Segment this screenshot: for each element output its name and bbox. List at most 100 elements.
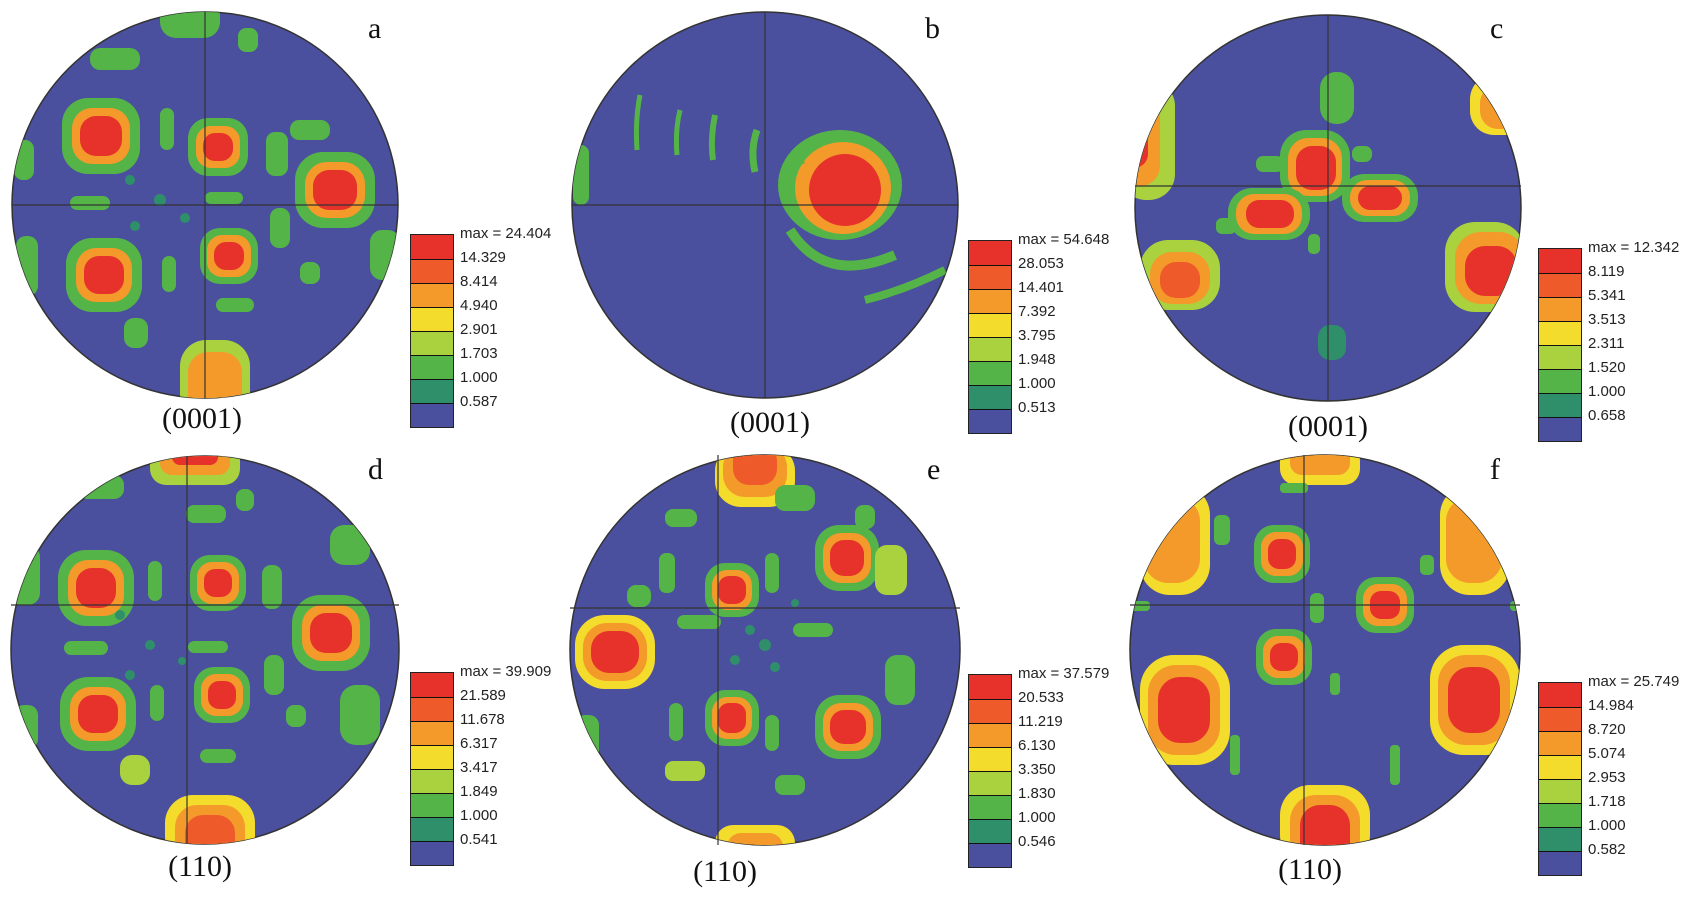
legend-level: 6.317 — [460, 735, 498, 752]
legend-scale — [410, 672, 454, 866]
pole-spot — [778, 130, 902, 240]
pole-figure-d — [10, 455, 400, 845]
legend-level: 14.401 — [1018, 279, 1064, 296]
pole-spot — [295, 152, 375, 228]
pole-spot — [194, 667, 250, 723]
legend-level: 8.414 — [460, 273, 498, 290]
legend-level: 20.533 — [1018, 689, 1064, 706]
legend-level: 11.219 — [1018, 713, 1063, 730]
pole-spot — [62, 98, 140, 174]
pole-figure-a — [11, 11, 399, 399]
legend-level: 6.130 — [1018, 737, 1056, 754]
legend-scale — [968, 674, 1012, 868]
pole-spot — [188, 118, 248, 176]
legend-level: 2.901 — [460, 321, 498, 338]
legend-level: 4.940 — [460, 297, 498, 314]
legend-level: 0.658 — [1588, 407, 1626, 424]
pole-spot — [715, 825, 795, 845]
legend-scale — [410, 234, 454, 428]
pole-spot — [575, 615, 655, 689]
legend-max: max = 24.404 — [460, 225, 552, 242]
panel-letter: e — [927, 453, 941, 486]
pole-spot — [1140, 485, 1210, 595]
legend-level: 1.948 — [1018, 351, 1056, 368]
legend-level: 1.520 — [1588, 359, 1626, 376]
legend-level: 1.000 — [1018, 809, 1056, 826]
legend-max: max = 54.648 — [1018, 231, 1110, 248]
legend-level: 11.678 — [460, 711, 505, 728]
panel-letter: b — [925, 12, 940, 45]
pole-spot — [815, 525, 879, 591]
pole-spot — [705, 690, 759, 746]
pole-spot — [180, 340, 250, 398]
pole-spot — [150, 456, 240, 485]
panel-c: c (0001) max = 12.342 8.119 5.341 3.513 … — [1120, 0, 1679, 443]
plane-label: (0001) — [730, 406, 810, 439]
legend-scale — [1538, 682, 1582, 876]
pole-spot — [58, 550, 134, 626]
legend-level: 1.000 — [460, 807, 498, 824]
legend-level: 0.582 — [1588, 841, 1626, 858]
legend-level: 8.119 — [1588, 263, 1625, 280]
legend-level: 0.513 — [1018, 399, 1056, 416]
legend-level: 1.849 — [460, 783, 498, 800]
legend-level: 0.541 — [460, 831, 498, 848]
pole-spot — [1430, 645, 1520, 755]
legend-max: max = 12.342 — [1588, 239, 1680, 256]
pole-spot — [66, 238, 142, 312]
legend-level: 1.000 — [1588, 383, 1626, 400]
legend-level: 3.513 — [1588, 311, 1626, 328]
pole-figure-e — [569, 454, 961, 846]
pole-figure-f — [1129, 454, 1521, 846]
legend-level: 1.703 — [460, 345, 498, 362]
panel-letter: c — [1490, 12, 1504, 45]
pole-spot — [1445, 222, 1521, 312]
legend-level: 1.000 — [460, 369, 498, 386]
plane-label: (110) — [168, 850, 232, 883]
legend-level: 3.417 — [460, 759, 498, 776]
legend-level: 1.000 — [1588, 817, 1626, 834]
legend-max: max = 39.909 — [460, 663, 552, 680]
pole-spot — [292, 595, 370, 671]
panel-a: a (0001) max = 24.404 14.329 8.414 4.940… — [0, 0, 551, 440]
pole-figure-c — [1134, 14, 1522, 402]
legend-level: 14.329 — [460, 249, 506, 266]
pole-spot — [1140, 655, 1230, 765]
plane-label: (110) — [1278, 853, 1342, 886]
legend-level: 21.589 — [460, 687, 506, 704]
plane-label: (0001) — [162, 402, 242, 435]
pole-spot — [815, 695, 881, 759]
pole-spot — [190, 555, 246, 611]
legend-level: 5.341 — [1588, 287, 1626, 304]
legend-level: 0.546 — [1018, 833, 1056, 850]
pole-spot — [200, 228, 258, 284]
legend-level: 0.587 — [460, 393, 498, 410]
pole-spot — [1470, 75, 1521, 135]
legend-max: max = 25.749 — [1588, 673, 1680, 690]
panel-f: f (110) max = 25.749 14.984 8.720 5.074 … — [1120, 445, 1679, 886]
panel-d: d (110) max = 39.909 21.589 11.678 6.317… — [0, 445, 551, 885]
legend-level: 3.350 — [1018, 761, 1056, 778]
pole-spot — [1280, 455, 1360, 485]
legend-scale — [968, 240, 1012, 434]
pole-spot — [1256, 629, 1312, 685]
panel-letter: a — [368, 12, 382, 45]
legend-max: max = 37.579 — [1018, 665, 1110, 682]
legend-level: 1.000 — [1018, 375, 1056, 392]
pole-spot — [715, 455, 795, 507]
pole-spot — [1342, 174, 1418, 222]
legend-level: 2.953 — [1588, 769, 1626, 786]
pole-spot — [1254, 525, 1310, 583]
panel-b: b (0001) max = 54.648 28.053 14.401 7.39… — [565, 0, 1109, 440]
panel-e: e (110) max = 37.579 20.533 11.219 6.130… — [565, 445, 1109, 888]
plane-label: (110) — [693, 855, 757, 888]
legend-level: 2.311 — [1588, 335, 1625, 352]
pole-figure-b — [571, 11, 959, 399]
legend-level: 1.718 — [1588, 793, 1626, 810]
legend-scale — [1538, 248, 1582, 442]
pole-spot — [1280, 785, 1370, 845]
legend-level: 8.720 — [1588, 721, 1626, 738]
legend-level: 7.392 — [1018, 303, 1056, 320]
legend-level: 5.074 — [1588, 745, 1626, 762]
legend-level: 14.984 — [1588, 697, 1634, 714]
